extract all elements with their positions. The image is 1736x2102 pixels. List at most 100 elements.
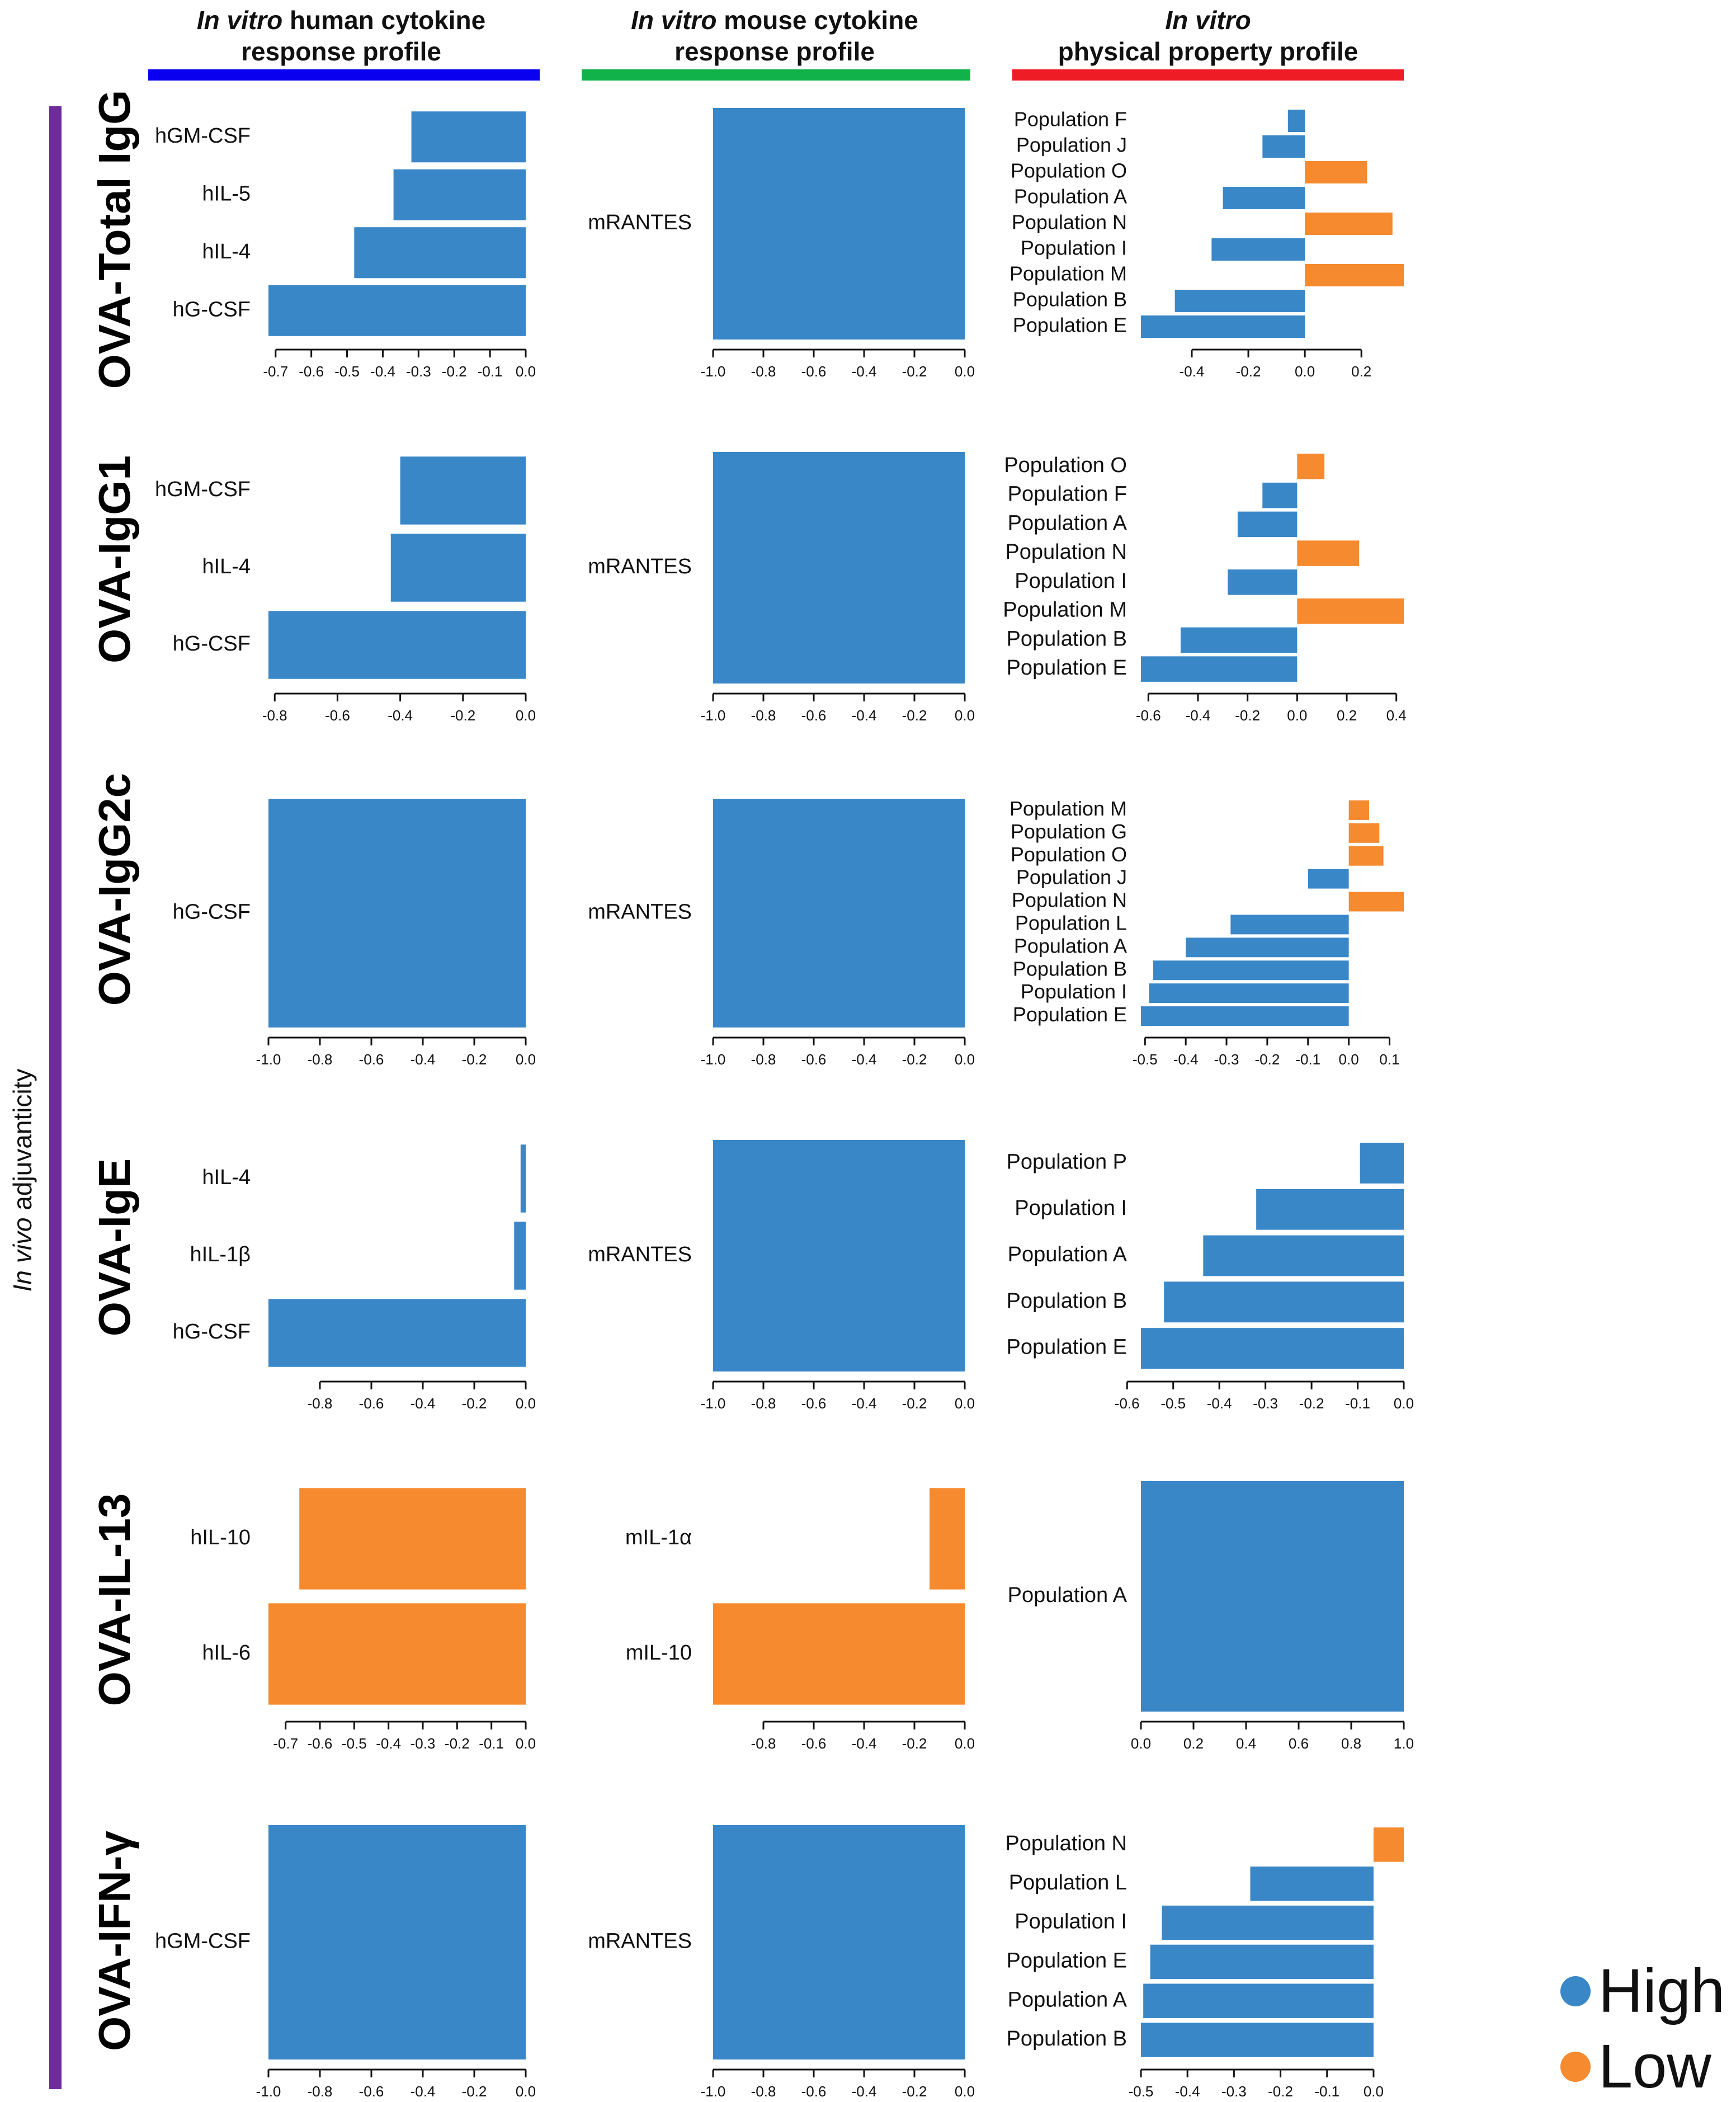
x-tick-label-11-0: -0.6 [1115, 1395, 1140, 1412]
x-tick-label-12-2: -0.5 [342, 1735, 367, 1752]
x-tick-label-10-2: -0.6 [801, 1395, 827, 1412]
x-tick-label-11-2: -0.4 [1207, 1395, 1232, 1412]
x-tick-label-10-3: -0.4 [852, 1395, 877, 1412]
bar-2-3 [1223, 187, 1305, 209]
header-human-cytokine: In vitro human cytokine response profile [145, 4, 537, 67]
x-tick-label-1-5: 0.0 [955, 363, 975, 380]
category-label-5-5: Population M [1003, 598, 1127, 622]
bar-12-0 [299, 1488, 526, 1590]
x-tick-label-2-0: -0.4 [1180, 363, 1205, 380]
category-label-9-0: hIL-4 [202, 1166, 251, 1189]
x-tick-label-7-3: -0.4 [852, 1051, 877, 1068]
x-tick-label-11-5: -0.1 [1345, 1395, 1370, 1412]
x-tick-label-4-1: -0.8 [751, 707, 776, 724]
category-label-13-1: mIL-10 [626, 1641, 692, 1665]
bar-11-4 [1141, 1328, 1404, 1369]
category-label-11-1: Population I [1015, 1196, 1127, 1220]
bar-8-8 [1149, 983, 1349, 1003]
category-label-17-0: Population N [1005, 1832, 1127, 1855]
bar-2-1 [1262, 135, 1305, 158]
x-tick-label-0-2: -0.5 [334, 363, 360, 380]
category-label-12-0: hIL-10 [190, 1526, 251, 1549]
x-tick-label-10-0: -1.0 [701, 1395, 726, 1412]
x-tick-label-4-3: -0.4 [852, 707, 877, 724]
x-tick-label-16-1: -0.8 [751, 2083, 776, 2100]
x-tick-label-0-7: 0.0 [516, 363, 536, 380]
category-label-11-0: Population P [1007, 1150, 1128, 1173]
category-label-4-0: mRANTES [588, 555, 692, 578]
category-label-9-1: hIL-1β [190, 1243, 251, 1266]
x-tick-label-8-5: 0.0 [1339, 1051, 1359, 1068]
x-tick-label-6-2: -0.6 [359, 1051, 384, 1068]
category-label-11-3: Population B [1007, 1289, 1128, 1313]
bar-17-2 [1162, 1905, 1374, 1940]
x-tick-label-13-4: 0.0 [955, 1735, 975, 1752]
header-human-line2: response profile [241, 37, 441, 66]
x-tick-label-5-3: 0.0 [1287, 707, 1307, 724]
bar-16-0 [713, 1825, 965, 2059]
x-tick-label-7-4: -0.2 [902, 1051, 927, 1068]
x-tick-label-14-5: 1.0 [1394, 1735, 1414, 1752]
bar-7-0 [713, 799, 965, 1028]
bar-11-0 [1360, 1142, 1404, 1184]
x-tick-label-0-0: -0.7 [263, 363, 288, 380]
bar-8-7 [1153, 960, 1349, 981]
category-label-8-4: Population N [1012, 889, 1127, 912]
x-tick-label-8-3: -0.2 [1254, 1051, 1280, 1068]
category-label-9-2: hG-CSF [173, 1320, 251, 1344]
category-label-12-1: hIL-6 [202, 1641, 251, 1665]
bar-0-1 [393, 169, 526, 220]
bar-2-6 [1305, 264, 1404, 286]
bar-11-1 [1256, 1189, 1404, 1230]
bar-2-7 [1174, 290, 1305, 312]
x-tick-label-7-2: -0.6 [801, 1051, 827, 1068]
x-tick-label-16-4: -0.2 [902, 2083, 927, 2100]
x-tick-label-17-1: -0.4 [1175, 2083, 1200, 2100]
category-label-2-0: Population F [1014, 108, 1127, 131]
category-label-17-5: Population B [1007, 2027, 1128, 2051]
category-label-2-2: Population O [1011, 159, 1127, 182]
x-tick-label-2-1: -0.2 [1236, 363, 1261, 380]
header-physical-line1: In vitro [1165, 6, 1251, 35]
bar-8-3 [1308, 869, 1349, 889]
bar-5-6 [1180, 627, 1298, 653]
x-tick-label-16-3: -0.4 [852, 2083, 877, 2100]
legend-low: Low [1560, 2036, 1711, 2098]
category-label-5-1: Population F [1008, 483, 1127, 506]
bar-3-0 [400, 456, 526, 525]
bar-17-5 [1141, 2023, 1374, 2057]
x-tick-label-17-5: 0.0 [1364, 2083, 1384, 2100]
category-label-8-3: Population J [1016, 866, 1127, 889]
x-tick-label-14-4: 0.8 [1341, 1735, 1361, 1752]
bar-5-4 [1228, 569, 1298, 595]
x-tick-label-12-4: -0.3 [411, 1735, 436, 1752]
category-label-2-4: Population N [1012, 211, 1127, 234]
x-tick-label-16-2: -0.6 [801, 2083, 827, 2100]
bar-8-5 [1230, 915, 1349, 935]
bar-3-1 [390, 534, 526, 602]
x-tick-label-4-4: -0.2 [902, 707, 927, 724]
x-tick-label-3-2: -0.4 [388, 707, 413, 724]
side-purple-line [49, 106, 62, 2089]
x-tick-label-10-5: 0.0 [955, 1395, 975, 1412]
x-tick-label-6-1: -0.8 [308, 1051, 333, 1068]
x-tick-label-4-5: 0.0 [955, 707, 975, 724]
bar-3-2 [268, 611, 526, 679]
bar-9-1 [514, 1222, 526, 1290]
bar-2-4 [1305, 213, 1393, 235]
x-tick-label-7-5: 0.0 [955, 1051, 975, 1068]
header-mouse-line1: In vitro mouse cytokine [631, 6, 918, 35]
x-tick-label-5-4: 0.2 [1337, 707, 1357, 724]
legend-high-dot [1560, 1976, 1591, 2006]
bar-5-2 [1237, 511, 1298, 538]
bar-2-5 [1211, 238, 1305, 261]
x-tick-label-12-0: -0.7 [273, 1735, 298, 1752]
category-label-8-1: Population G [1011, 820, 1127, 843]
bar-17-0 [1373, 1827, 1404, 1862]
x-tick-label-15-2: -0.6 [359, 2083, 384, 2100]
x-tick-label-0-6: -0.1 [478, 363, 503, 380]
bar-5-0 [1297, 454, 1325, 479]
x-tick-label-14-2: 0.4 [1236, 1735, 1256, 1752]
x-tick-label-2-3: 0.2 [1351, 363, 1371, 380]
x-tick-label-6-0: -1.0 [256, 1051, 281, 1068]
